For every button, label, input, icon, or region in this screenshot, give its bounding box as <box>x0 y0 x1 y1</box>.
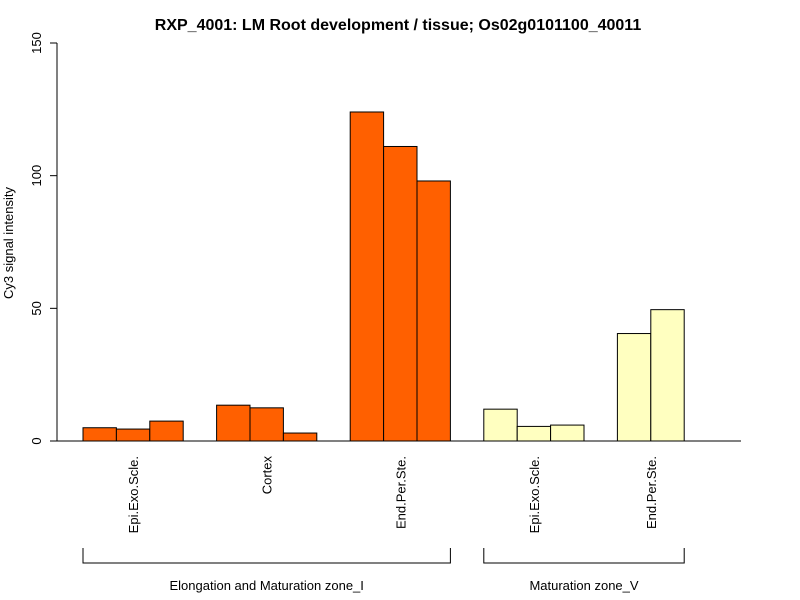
bar <box>282 432 318 442</box>
group-label: Maturation zone_V <box>529 578 638 593</box>
bar <box>650 309 685 442</box>
bars <box>57 111 741 442</box>
category-label: Epi.Exo.Scle. <box>527 456 542 533</box>
y-tick-label: 0 <box>29 437 44 444</box>
bar <box>516 425 552 442</box>
y-axis: 0 50 100 150 <box>29 32 58 445</box>
bar <box>216 404 251 442</box>
y-axis-label: Cy3 signal intensity <box>1 187 16 299</box>
bar <box>483 408 518 442</box>
category-label: End.Per.Ste. <box>393 456 408 529</box>
bar <box>349 111 385 442</box>
chart-title: RXP_4001: LM Root development / tissue; … <box>155 17 642 34</box>
category-label: Cortex <box>260 456 275 495</box>
bar <box>149 420 184 442</box>
bar <box>416 180 451 442</box>
bar <box>550 424 585 442</box>
category-labels: Epi.Exo.Scle. Cortex End.Per.Ste. Epi.Exo.S… <box>126 456 659 534</box>
y-tick-label: 50 <box>29 301 44 315</box>
group-bracket <box>483 548 685 564</box>
bar <box>616 333 652 442</box>
bar <box>115 428 151 442</box>
bar <box>249 407 284 442</box>
group-label: Elongation and Maturation zone_I <box>169 578 363 593</box>
category-label: Epi.Exo.Scle. <box>126 456 141 533</box>
group-bracket <box>82 548 451 564</box>
group-brackets: Elongation and Maturation zone_I Maturati… <box>82 548 685 593</box>
y-tick-label: 100 <box>29 165 44 187</box>
bar <box>82 427 117 442</box>
category-label: End.Per.Ste. <box>644 456 659 529</box>
y-tick-label: 150 <box>29 32 44 54</box>
bar <box>383 145 418 442</box>
